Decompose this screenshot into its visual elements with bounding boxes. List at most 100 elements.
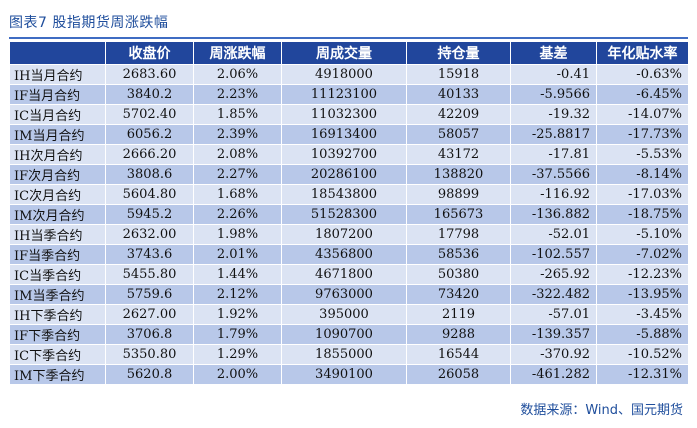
weekly-change-cell: 2.26% (193, 204, 282, 225)
contract-cell: IM次月合约 (9, 204, 106, 225)
annualized-discount-cell: -12.23% (596, 264, 689, 285)
basis-cell: -0.41 (510, 64, 597, 85)
basis-cell: -136.882 (510, 204, 597, 225)
contract-cell: IC下季合约 (9, 344, 106, 365)
header-open-interest: 持仓量 (406, 41, 511, 65)
table-row: IF下季合约 3706.8 1.79% 1090700 9288 -139.357 -5.8… (9, 324, 689, 345)
weekly-change-cell: 1.92% (193, 304, 282, 325)
annualized-discount-cell: -5.10% (596, 224, 689, 245)
open-interest-cell: 15918 (406, 64, 511, 85)
contract-cell: IM下季合约 (9, 364, 106, 385)
table-row: IF当月合约 3840.2 2.23% 11123100 40133 -5.9566 -6.… (9, 84, 689, 105)
weekly-volume-cell: 9763000 (281, 284, 407, 305)
open-interest-cell: 138820 (406, 164, 511, 185)
contract-cell: IF当月合约 (9, 84, 106, 105)
open-interest-cell: 2119 (406, 304, 511, 325)
annualized-discount-cell: -8.14% (596, 164, 689, 185)
header-contract (9, 41, 106, 65)
open-interest-cell: 26058 (406, 364, 511, 385)
weekly-volume-cell: 10392700 (281, 144, 407, 165)
open-interest-cell: 42209 (406, 104, 511, 125)
annualized-discount-cell: -6.45% (596, 84, 689, 105)
contract-cell: IF次月合约 (9, 164, 106, 185)
table-row: IM下季合约 5620.8 2.00% 3490100 26058 -461.282 -12… (9, 364, 689, 385)
table-row: IC下季合约 5350.80 1.29% 1855000 16544 -370.92 -10… (9, 344, 689, 365)
weekly-change-cell: 1.68% (193, 184, 282, 205)
chart-title: 图表7 股指期货周涨跌幅 (9, 15, 169, 31)
header-close-price: 收盘价 (105, 41, 194, 65)
weekly-volume-cell: 3490100 (281, 364, 407, 385)
open-interest-cell: 43172 (406, 144, 511, 165)
weekly-volume-cell: 11123100 (281, 84, 407, 105)
basis-cell: -322.482 (510, 284, 597, 305)
annualized-discount-cell: -17.73% (596, 124, 689, 145)
basis-cell: -265.92 (510, 264, 597, 285)
annualized-discount-cell: -13.95% (596, 284, 689, 305)
open-interest-cell: 73420 (406, 284, 511, 305)
close-price-cell: 3743.6 (105, 244, 194, 265)
weekly-change-cell: 2.06% (193, 64, 282, 85)
weekly-volume-cell: 395000 (281, 304, 407, 325)
close-price-cell: 3808.6 (105, 164, 194, 185)
annualized-discount-cell: -12.31% (596, 364, 689, 385)
weekly-change-cell: 2.08% (193, 144, 282, 165)
close-price-cell: 3706.8 (105, 324, 194, 345)
open-interest-cell: 9288 (406, 324, 511, 345)
annualized-discount-cell: -14.07% (596, 104, 689, 125)
open-interest-cell: 40133 (406, 84, 511, 105)
weekly-volume-cell: 1090700 (281, 324, 407, 345)
contract-cell: IC当月合约 (9, 104, 106, 125)
basis-cell: -370.92 (510, 344, 597, 365)
table-row: IM次月合约 5945.2 2.26% 51528300 165673 -136.882-… (9, 204, 689, 225)
contract-cell: IF下季合约 (9, 324, 106, 345)
close-price-cell: 2632.00 (105, 224, 194, 245)
contract-cell: IF当季合约 (9, 244, 106, 265)
weekly-change-cell: 2.12% (193, 284, 282, 305)
annualized-discount-cell: -5.88% (596, 324, 689, 345)
open-interest-cell: 50380 (406, 264, 511, 285)
table-row: IH下季合约 2627.00 1.92% 395000 2119 -57.01 -3.45% (9, 304, 689, 325)
annualized-discount-cell: -3.45% (596, 304, 689, 325)
table-row: IH当月合约 2683.60 2.06% 4918000 15918 -0.41 -0.63… (9, 64, 689, 85)
title-divider (9, 37, 688, 39)
header-basis: 基差 (510, 41, 597, 65)
contract-cell: IH当月合约 (9, 64, 106, 85)
weekly-volume-cell: 4671800 (281, 264, 407, 285)
contract-cell: IH当季合约 (9, 224, 106, 245)
table-header-row: 收盘价 周涨跌幅 周成交量 持仓量 基差 年化贴水率 (9, 41, 689, 65)
contract-cell: IC当季合约 (9, 264, 106, 285)
open-interest-cell: 58057 (406, 124, 511, 145)
contract-cell: IM当季合约 (9, 284, 106, 305)
table-row: IH次月合约 2666.20 2.08% 10392700 43172 -17.81 -5.… (9, 144, 689, 165)
close-price-cell: 3840.2 (105, 84, 194, 105)
weekly-change-cell: 2.27% (193, 164, 282, 185)
weekly-change-cell: 2.39% (193, 124, 282, 145)
header-annualized-discount: 年化贴水率 (596, 41, 689, 65)
close-price-cell: 5702.40 (105, 104, 194, 125)
contract-cell: IH次月合约 (9, 144, 106, 165)
weekly-change-cell: 1.29% (193, 344, 282, 365)
close-price-cell: 5945.2 (105, 204, 194, 225)
header-weekly-change: 周涨跌幅 (193, 41, 282, 65)
close-price-cell: 5455.80 (105, 264, 194, 285)
basis-cell: -17.81 (510, 144, 597, 165)
annualized-discount-cell: -5.53% (596, 144, 689, 165)
close-price-cell: 2627.00 (105, 304, 194, 325)
annualized-discount-cell: -10.52% (596, 344, 689, 365)
open-interest-cell: 16544 (406, 344, 511, 365)
close-price-cell: 5620.8 (105, 364, 194, 385)
weekly-change-cell: 2.23% (193, 84, 282, 105)
weekly-volume-cell: 4356800 (281, 244, 407, 265)
annualized-discount-cell: -17.03% (596, 184, 689, 205)
weekly-change-cell: 1.79% (193, 324, 282, 345)
contract-cell: IH下季合约 (9, 304, 106, 325)
weekly-change-cell: 2.00% (193, 364, 282, 385)
basis-cell: -116.92 (510, 184, 597, 205)
close-price-cell: 2666.20 (105, 144, 194, 165)
table-row: IM当月合约 6056.2 2.39% 16913400 58057 -25.8817 -1… (9, 124, 689, 145)
basis-cell: -52.01 (510, 224, 597, 245)
close-price-cell: 5759.6 (105, 284, 194, 305)
weekly-change-cell: 1.44% (193, 264, 282, 285)
weekly-volume-cell: 20286100 (281, 164, 407, 185)
close-price-cell: 6056.2 (105, 124, 194, 145)
